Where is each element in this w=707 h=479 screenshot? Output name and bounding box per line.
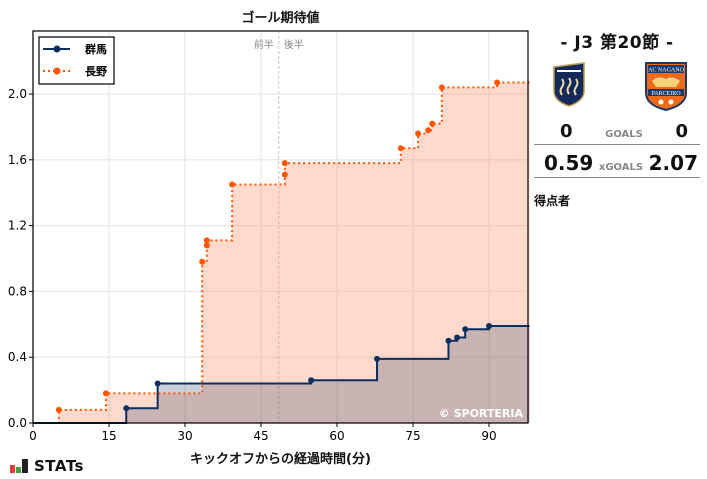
x-axis-label: キックオフからの経過時間(分): [190, 452, 371, 467]
xgoals-row: 0.59 xGOALS 2.07: [534, 151, 700, 178]
svg-text:30: 30: [177, 429, 192, 443]
svg-text:© SPORTERIA: © SPORTERIA: [439, 407, 524, 420]
goals-label: GOALS: [605, 129, 643, 140]
svg-text:前半: 前半: [254, 38, 274, 51]
svg-text:0.0: 0.0: [8, 416, 27, 430]
svg-text:45: 45: [253, 429, 268, 443]
match-summary-panel: - J3 第20節 - AC NAGANO PARCEIRO 0 GOALS 0…: [534, 28, 700, 209]
away-goals: 0: [675, 121, 688, 142]
goals-row: 0 GOALS 0: [534, 121, 700, 145]
svg-text:0.4: 0.4: [8, 350, 27, 364]
svg-text:1.6: 1.6: [8, 153, 27, 167]
svg-text:1.2: 1.2: [8, 219, 27, 233]
gunma-crest-icon: [553, 62, 585, 107]
svg-text:長野: 長野: [85, 65, 107, 78]
away-xg: 2.07: [648, 151, 698, 175]
scorers-heading: 得点者: [534, 194, 571, 208]
svg-text:0: 0: [29, 429, 37, 443]
svg-text:2.0: 2.0: [8, 87, 27, 101]
home-xg: 0.59: [544, 151, 594, 175]
svg-text:60: 60: [329, 429, 344, 443]
svg-text:15: 15: [101, 429, 116, 443]
stats-logo: STATs: [10, 457, 84, 475]
svg-text:75: 75: [405, 429, 420, 443]
chart-title: ゴール期待値: [241, 11, 320, 26]
xg-label: xGOALS: [598, 162, 644, 173]
svg-text:PARCEIRO: PARCEIRO: [651, 91, 681, 97]
stats-logo-text: STATs: [34, 457, 84, 475]
svg-text:90: 90: [481, 429, 496, 443]
svg-text:AC NAGANO: AC NAGANO: [648, 68, 685, 74]
svg-text:0.8: 0.8: [8, 284, 27, 298]
home-goals: 0: [560, 121, 573, 142]
nagano-parceiro-crest-icon: AC NAGANO PARCEIRO: [645, 62, 687, 111]
svg-text:後半: 後半: [284, 38, 304, 51]
svg-text:群馬: 群馬: [84, 42, 107, 56]
match-label: - J3 第20節 -: [560, 33, 674, 53]
bar-chart-icon: [10, 459, 28, 473]
